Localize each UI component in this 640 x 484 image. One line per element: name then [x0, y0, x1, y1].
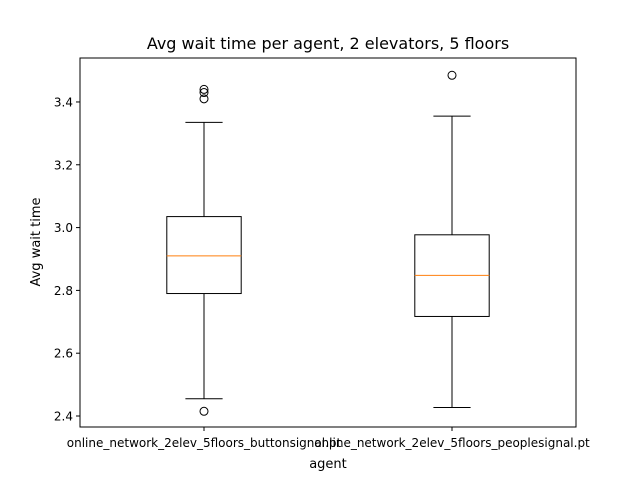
chart-title: Avg wait time per agent, 2 elevators, 5 …: [147, 34, 509, 53]
y-tick-label: 3.0: [54, 221, 73, 235]
outlier-point: [199, 84, 209, 94]
y-tick-label: 3.2: [54, 158, 73, 172]
x-axis-label: agent: [309, 457, 347, 472]
outlier-point: [199, 88, 209, 98]
box-iqr: [166, 216, 242, 295]
y-tick-label: 3.4: [54, 95, 73, 109]
boxes-layer: [166, 70, 490, 416]
plot-area: [79, 57, 577, 428]
box-group: [414, 70, 490, 409]
y-axis-label: Avg wait time: [29, 197, 44, 286]
y-axis: 2.4 2.6 2.8 3.0 3.2 3.4: [54, 95, 80, 424]
outlier-point: [199, 406, 209, 416]
outlier-point: [199, 94, 209, 104]
y-tick-label: 2.8: [54, 284, 73, 298]
x-tick-label: online_network_2elev_5floors_buttonsigna…: [67, 436, 342, 450]
outlier-point: [447, 70, 457, 80]
y-tick-label: 2.4: [54, 410, 73, 424]
x-axis: online_network_2elev_5floors_buttonsigna…: [67, 427, 590, 450]
y-tick-label: 2.6: [54, 347, 73, 361]
box-group: [166, 84, 242, 416]
x-tick-label: online_network_2elev_5floors_peoplesigna…: [314, 436, 590, 450]
